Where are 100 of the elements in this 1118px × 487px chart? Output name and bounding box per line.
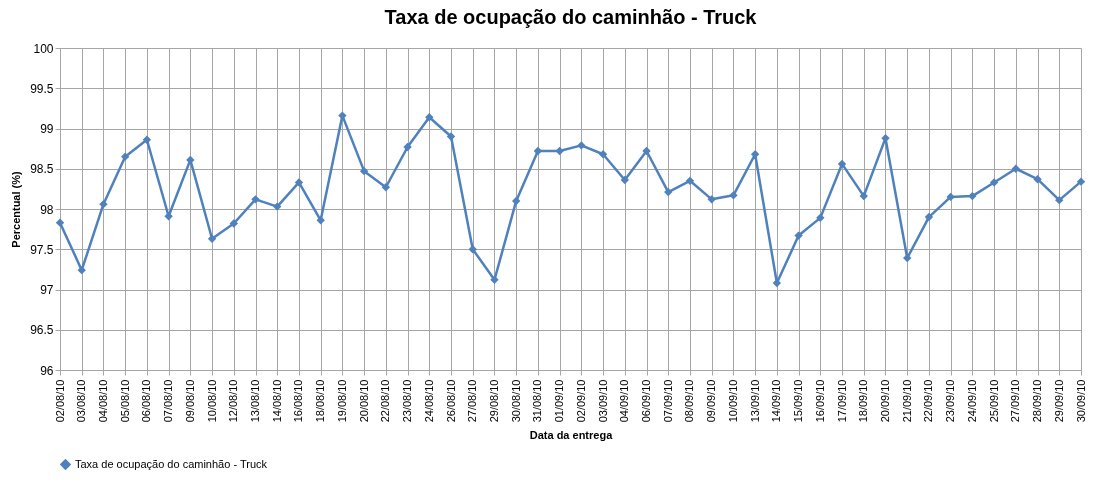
point bbox=[77, 266, 86, 275]
x-tick-label: 30/09/10 bbox=[1074, 379, 1087, 423]
point bbox=[359, 166, 369, 176]
x-tick-label: 06/09/10 bbox=[640, 379, 653, 423]
point bbox=[1076, 177, 1086, 186]
point bbox=[55, 218, 65, 227]
x-tick-label: 16/09/10 bbox=[813, 379, 826, 423]
y-tick-label: 100 bbox=[33, 41, 54, 56]
point bbox=[446, 132, 456, 141]
x-tick-label: 16/08/10 bbox=[292, 379, 305, 423]
y-tick-label: 98 bbox=[40, 202, 54, 217]
point bbox=[577, 141, 586, 150]
x-tick-label: 22/09/10 bbox=[922, 379, 935, 423]
x-tick-label: 21/09/10 bbox=[900, 379, 913, 423]
x-tick-label: 01/09/10 bbox=[553, 379, 566, 423]
point bbox=[251, 195, 260, 204]
x-tick-label: 29/09/10 bbox=[1052, 379, 1065, 423]
y-tick-label: 98.5 bbox=[30, 162, 54, 177]
x-tick-label: 09/08/10 bbox=[183, 379, 196, 423]
point bbox=[273, 202, 282, 211]
point bbox=[425, 113, 434, 122]
x-tick-label: 14/08/10 bbox=[270, 379, 283, 423]
x-tick-label: 07/08/10 bbox=[162, 379, 175, 423]
point bbox=[837, 159, 847, 169]
x-tick-label: 09/09/10 bbox=[705, 379, 718, 423]
y-tick-label: 96 bbox=[40, 363, 54, 378]
point bbox=[316, 216, 325, 225]
point bbox=[207, 234, 217, 243]
point bbox=[142, 135, 152, 144]
x-tick-label: 04/09/10 bbox=[618, 379, 631, 423]
x-tick-label: 24/09/10 bbox=[965, 379, 978, 423]
point bbox=[859, 191, 868, 201]
point bbox=[707, 195, 716, 204]
x-tick-label: 06/08/10 bbox=[140, 379, 153, 423]
point bbox=[729, 191, 738, 200]
x-tick-label: 27/08/10 bbox=[466, 379, 479, 423]
point bbox=[664, 187, 673, 197]
x-tick-label: 17/09/10 bbox=[835, 379, 848, 423]
point bbox=[99, 199, 108, 209]
x-tick-label: 23/09/10 bbox=[944, 379, 957, 423]
x-tick-label: 24/08/10 bbox=[422, 379, 435, 423]
point bbox=[1055, 195, 1064, 205]
x-tick-label: 20/08/10 bbox=[357, 379, 370, 423]
x-tick-label: 02/08/10 bbox=[53, 379, 66, 423]
x-tick-label: 03/08/10 bbox=[75, 379, 88, 423]
point bbox=[381, 183, 391, 192]
y-tick-label: 99 bbox=[40, 122, 54, 136]
point bbox=[946, 192, 955, 202]
chart-title: Taxa de ocupação do caminhão - Truck bbox=[384, 6, 758, 28]
x-tick-label: 22/08/10 bbox=[379, 379, 392, 423]
y-tick-label: 97 bbox=[40, 283, 54, 297]
point bbox=[1033, 175, 1042, 184]
x-tick-label: 08/09/10 bbox=[683, 379, 696, 423]
point bbox=[512, 196, 521, 206]
x-tick-label: 07/09/10 bbox=[661, 379, 674, 423]
point bbox=[164, 212, 173, 221]
x-tick-label: 10/08/10 bbox=[205, 379, 218, 423]
point bbox=[924, 212, 934, 222]
point bbox=[685, 176, 695, 186]
x-tick-label: 10/09/10 bbox=[726, 379, 739, 423]
x-tick-label: 20/09/10 bbox=[878, 379, 891, 423]
point bbox=[620, 175, 629, 185]
point bbox=[403, 142, 412, 152]
point bbox=[120, 152, 130, 161]
x-tick-label: 15/09/10 bbox=[792, 379, 805, 423]
point bbox=[468, 245, 477, 254]
x-tick-label: 04/08/10 bbox=[96, 379, 109, 423]
x-tick-label: 14/09/10 bbox=[770, 379, 783, 423]
x-axis-title: Data da entrega bbox=[529, 429, 614, 442]
y-axis-title: Percentual (%) bbox=[10, 170, 23, 248]
point bbox=[598, 150, 608, 159]
x-tick-label: 25/09/10 bbox=[987, 379, 1000, 423]
point bbox=[229, 219, 238, 228]
point bbox=[490, 275, 499, 285]
x-tick-label: 02/09/10 bbox=[574, 379, 587, 423]
x-tick-label: 13/09/10 bbox=[748, 379, 761, 423]
x-tick-label: 18/08/10 bbox=[314, 379, 327, 423]
x-tick-label: 12/08/10 bbox=[227, 379, 240, 423]
legend-label: Taxa de ocupação do caminhão - Truck bbox=[75, 457, 268, 470]
x-tick-label: 05/08/10 bbox=[118, 379, 131, 423]
x-tick-label: 13/08/10 bbox=[249, 379, 262, 423]
point bbox=[816, 213, 825, 223]
x-tick-label: 03/09/10 bbox=[596, 379, 609, 423]
x-tick-label: 30/08/10 bbox=[509, 379, 522, 423]
x-tick-label: 18/09/10 bbox=[857, 379, 870, 423]
x-tick-label: 27/09/10 bbox=[1009, 379, 1022, 423]
x-tick-label: 29/08/10 bbox=[487, 379, 500, 423]
point bbox=[294, 178, 304, 187]
y-tick-label: 99.5 bbox=[30, 81, 54, 96]
y-tick-label: 97.5 bbox=[30, 242, 54, 257]
x-tick-label: 28/09/10 bbox=[1031, 379, 1044, 423]
point bbox=[642, 146, 651, 156]
x-tick-label: 23/08/10 bbox=[401, 379, 414, 423]
point bbox=[555, 146, 564, 156]
point bbox=[968, 191, 977, 201]
x-tick-label: 26/08/10 bbox=[444, 379, 457, 423]
point bbox=[989, 178, 999, 187]
point bbox=[1011, 164, 1021, 173]
x-tick-label: 19/08/10 bbox=[335, 379, 348, 423]
x-tick-label: 31/08/10 bbox=[531, 379, 544, 423]
